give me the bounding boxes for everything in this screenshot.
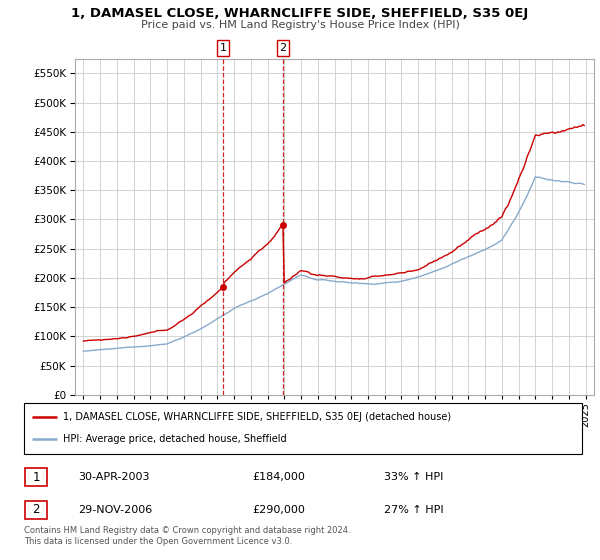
Text: Contains HM Land Registry data © Crown copyright and database right 2024.
This d: Contains HM Land Registry data © Crown c… [24,526,350,546]
FancyBboxPatch shape [25,468,47,486]
Text: £184,000: £184,000 [252,472,305,482]
Text: HPI: Average price, detached house, Sheffield: HPI: Average price, detached house, Shef… [63,435,287,445]
Text: 2: 2 [32,503,40,516]
Text: Price paid vs. HM Land Registry's House Price Index (HPI): Price paid vs. HM Land Registry's House … [140,20,460,30]
Text: 29-NOV-2006: 29-NOV-2006 [78,505,152,515]
FancyBboxPatch shape [24,403,582,454]
Text: 30-APR-2003: 30-APR-2003 [78,472,149,482]
Text: 1: 1 [32,470,40,484]
Text: 1, DAMASEL CLOSE, WHARNCLIFFE SIDE, SHEFFIELD, S35 0EJ (detached house): 1, DAMASEL CLOSE, WHARNCLIFFE SIDE, SHEF… [63,412,451,422]
Text: 2: 2 [280,43,286,53]
FancyBboxPatch shape [25,501,47,519]
Text: 33% ↑ HPI: 33% ↑ HPI [384,472,443,482]
Text: 27% ↑ HPI: 27% ↑ HPI [384,505,443,515]
Text: 1, DAMASEL CLOSE, WHARNCLIFFE SIDE, SHEFFIELD, S35 0EJ: 1, DAMASEL CLOSE, WHARNCLIFFE SIDE, SHEF… [71,7,529,20]
Text: £290,000: £290,000 [252,505,305,515]
Text: 1: 1 [220,43,226,53]
